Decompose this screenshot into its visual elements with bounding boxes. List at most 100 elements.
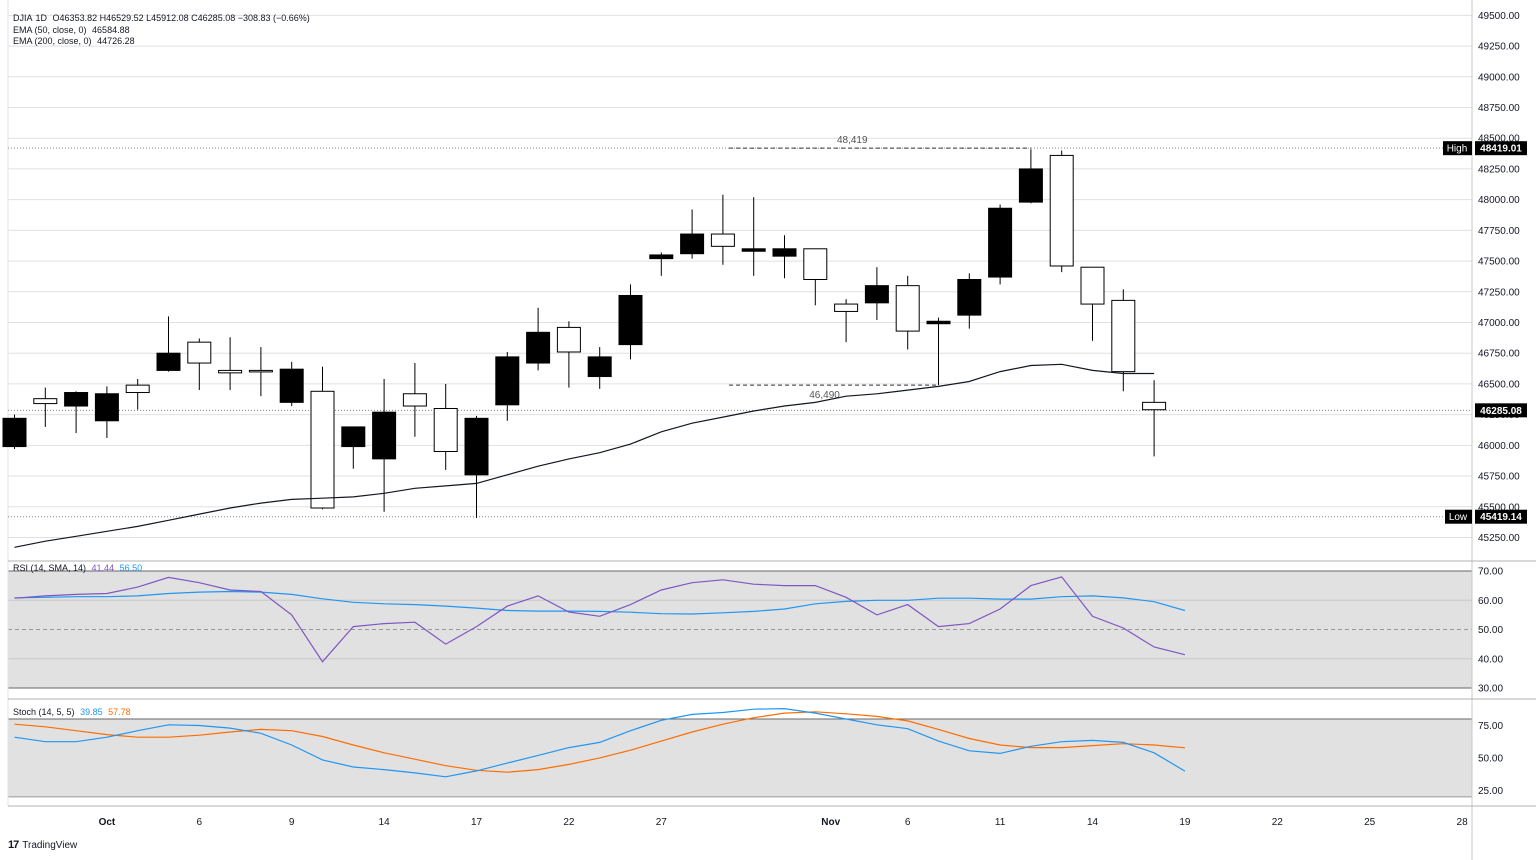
time-tick-label: Nov <box>821 817 840 828</box>
candle-body <box>495 356 520 406</box>
stoch-tick-label: 75.00 <box>1478 721 1503 732</box>
ema50-value: 46584.88 <box>92 24 130 35</box>
candle <box>341 426 366 469</box>
interval: 1D <box>35 13 48 23</box>
candle-body <box>33 398 58 405</box>
rsi-tick-label: 70.00 <box>1478 567 1503 578</box>
candle <box>187 338 212 391</box>
candle <box>1111 289 1136 392</box>
candle-body <box>649 254 674 260</box>
time-axis[interactable]: Oct 6 9 14 17 22 27 Nov 6 11 14 19 22 25 28 <box>99 817 1469 828</box>
candle <box>618 284 643 360</box>
candle-body <box>64 392 89 407</box>
price-tick-label: 46750.00 <box>1478 349 1520 360</box>
candle <box>526 307 551 371</box>
candle <box>1049 150 1074 273</box>
brand-name: TradingView <box>22 839 78 851</box>
stoch-label: Stoch (14, 5, 5) <box>13 707 75 717</box>
candle <box>587 347 612 389</box>
candle-body <box>926 320 951 325</box>
symbol: DJIA <box>13 13 33 23</box>
price-tick-label: 47500.00 <box>1478 257 1520 268</box>
price-range-measure[interactable]: 48,419 46,490 <box>729 135 1031 401</box>
stoch-pane <box>8 718 1472 798</box>
stoch-d-path <box>14 711 1185 773</box>
rsi-path <box>14 576 1186 663</box>
candle <box>649 252 674 276</box>
candle <box>64 391 89 434</box>
rsi-lines <box>14 576 1186 663</box>
price-tick-label: 49250.00 <box>1478 42 1520 53</box>
candle <box>310 366 335 510</box>
price-tick-label: 45750.00 <box>1478 472 1520 483</box>
candle-body <box>587 356 612 378</box>
stoch-k-path <box>14 707 1186 778</box>
time-tick-label: 22 <box>1272 817 1284 828</box>
candle-body <box>1049 154 1074 267</box>
candle <box>1018 149 1043 204</box>
price-tick-label: 48000.00 <box>1478 195 1520 206</box>
candle-body <box>156 352 181 371</box>
stoch-legend[interactable]: Stoch (14, 5, 5) 39.85 57.78 <box>13 707 134 719</box>
stoch-d-value: 57.78 <box>108 707 131 717</box>
last-price-value: 46285.08 <box>1480 406 1522 417</box>
candle <box>864 267 889 321</box>
candle <box>741 197 766 276</box>
candle-body <box>1080 266 1105 305</box>
brand-footer[interactable]: 17 TradingView <box>8 839 77 851</box>
price-tick-label: 46500.00 <box>1478 379 1520 390</box>
candle-body <box>680 233 705 255</box>
candle-body <box>710 233 735 247</box>
candle <box>680 209 705 259</box>
stoch-axis[interactable]: 25.00 50.00 75.00 <box>1478 721 1503 797</box>
candle <box>556 321 581 388</box>
ema50-label: EMA (50, close, 0) <box>13 24 87 35</box>
candle-body <box>1018 168 1043 203</box>
stoch-band-fill <box>8 718 1472 797</box>
candle <box>803 248 828 306</box>
time-tick-label: 19 <box>1179 817 1191 828</box>
price-tick-label: 47000.00 <box>1478 318 1520 329</box>
ema50-legend: EMA (50, close, 0) 46584.88 <box>13 25 313 37</box>
low-tag: Low <box>1449 512 1468 523</box>
candle-body <box>279 368 304 403</box>
rsi-tick-label: 40.00 <box>1478 654 1503 665</box>
rsi-axis[interactable]: 30.00 40.00 50.00 60.00 70.00 <box>1478 567 1503 695</box>
candle-body <box>310 390 335 509</box>
candle <box>772 235 797 279</box>
time-tick-label: 11 <box>995 817 1006 828</box>
candle <box>94 386 119 438</box>
candle <box>372 379 397 512</box>
stoch-k-value: 39.85 <box>80 707 103 717</box>
candle-body <box>895 285 920 332</box>
time-tick-label: 25 <box>1364 817 1376 828</box>
candle-body <box>772 248 797 257</box>
ohlc-readout: O46353.82 H46529.52 L45912.08 C46285.08 … <box>52 13 310 23</box>
candlestick-series[interactable] <box>2 149 1167 518</box>
candle-body <box>433 407 458 452</box>
stoch-tick-label: 25.00 <box>1478 786 1503 797</box>
time-tick-label: 6 <box>197 817 203 828</box>
price-tick-label: 47250.00 <box>1478 287 1520 298</box>
candle-body <box>248 369 273 373</box>
high-tag: High <box>1447 144 1468 155</box>
candle <box>402 363 427 437</box>
candle-body <box>1111 299 1136 373</box>
candle-body <box>864 285 889 304</box>
time-tick-label: 14 <box>379 817 391 828</box>
rsi-legend[interactable]: RSI (14, SMA, 14) 41.44 56.50 <box>13 563 145 575</box>
candle-body <box>834 303 859 312</box>
candle-body <box>526 331 551 364</box>
candle <box>433 383 458 470</box>
candle-body <box>402 393 427 407</box>
price-tick-label: 46000.00 <box>1478 441 1520 452</box>
candle-body <box>372 411 397 460</box>
low-value: 45419.14 <box>1480 512 1522 523</box>
rsi-value: 41.44 <box>91 563 115 573</box>
price-legend[interactable]: DJIA 1D O46353.82 H46529.52 L45912.08 C46… <box>13 13 313 48</box>
candle-body <box>741 248 766 252</box>
stoch-lines <box>14 707 1186 778</box>
candle-body <box>1142 401 1167 411</box>
stoch-tick-label: 50.00 <box>1478 753 1503 764</box>
